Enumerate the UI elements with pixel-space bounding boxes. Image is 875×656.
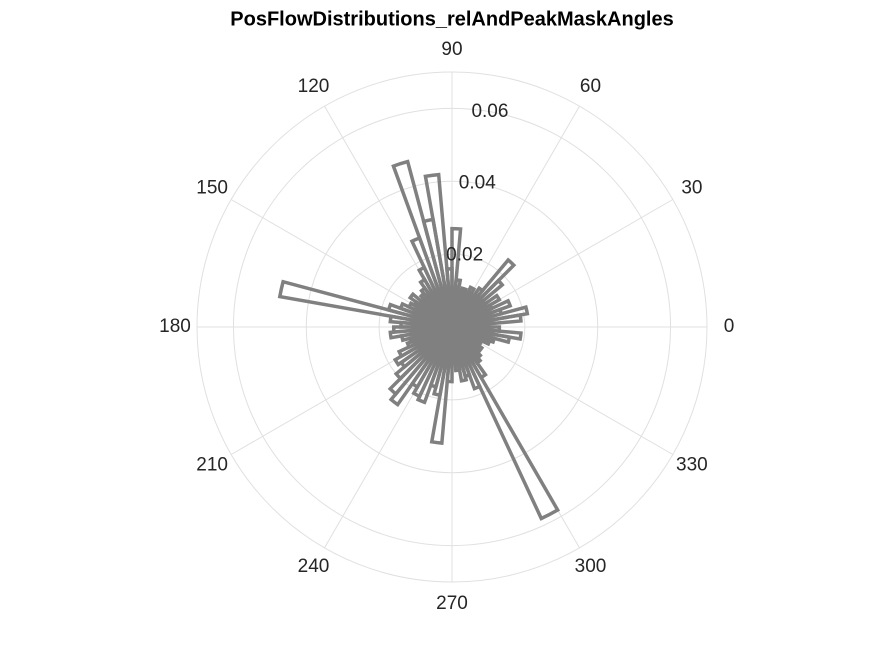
bar xyxy=(450,325,485,353)
theta-tick-label: 210 xyxy=(196,455,228,476)
theta-tick-label: 90 xyxy=(441,39,462,60)
bar xyxy=(450,285,477,328)
theta-tick-label: 330 xyxy=(676,455,708,476)
bar xyxy=(450,293,502,329)
bar xyxy=(409,235,454,328)
bar xyxy=(277,279,453,329)
bar xyxy=(392,325,454,368)
theta-tick-label: 240 xyxy=(298,556,330,577)
theta-tick-label: 30 xyxy=(681,178,702,199)
bar xyxy=(415,326,454,405)
bar xyxy=(399,325,453,343)
bar xyxy=(450,326,469,383)
grid-spoke xyxy=(451,326,674,455)
r-tick-label: 0.02 xyxy=(446,244,483,265)
bar xyxy=(388,325,454,408)
theta-tick-label: 150 xyxy=(196,178,228,199)
bar xyxy=(388,314,453,329)
bar xyxy=(451,305,530,329)
bar xyxy=(391,159,454,328)
bar xyxy=(423,172,454,328)
r-tick-label: 0.04 xyxy=(459,173,496,194)
theta-tick-label: 270 xyxy=(436,593,468,614)
theta-tick-label: 60 xyxy=(580,76,601,97)
theta-tick-label: 180 xyxy=(159,316,191,337)
bar xyxy=(450,257,517,329)
bar xyxy=(418,277,454,329)
theta-tick-label: 300 xyxy=(575,556,607,577)
r-tick-label: 0.06 xyxy=(471,101,508,122)
bar xyxy=(416,265,454,328)
bar xyxy=(450,325,488,380)
bar xyxy=(451,325,523,342)
bar xyxy=(407,291,454,329)
bar xyxy=(450,326,561,521)
bar xyxy=(450,226,463,328)
bar xyxy=(429,326,454,446)
bar xyxy=(450,325,483,366)
bar xyxy=(450,286,468,328)
chart-title: PosFlowDistributions_relAndPeakMaskAngle… xyxy=(230,8,673,30)
theta-tick-label: 0 xyxy=(724,316,735,337)
bar xyxy=(450,285,485,329)
theta-tick-label: 120 xyxy=(298,76,330,97)
bar xyxy=(418,291,454,329)
bar xyxy=(451,325,502,334)
bar xyxy=(451,298,513,329)
bar xyxy=(388,325,453,340)
bar xyxy=(419,285,454,329)
bar xyxy=(445,326,454,384)
bar xyxy=(450,325,483,361)
